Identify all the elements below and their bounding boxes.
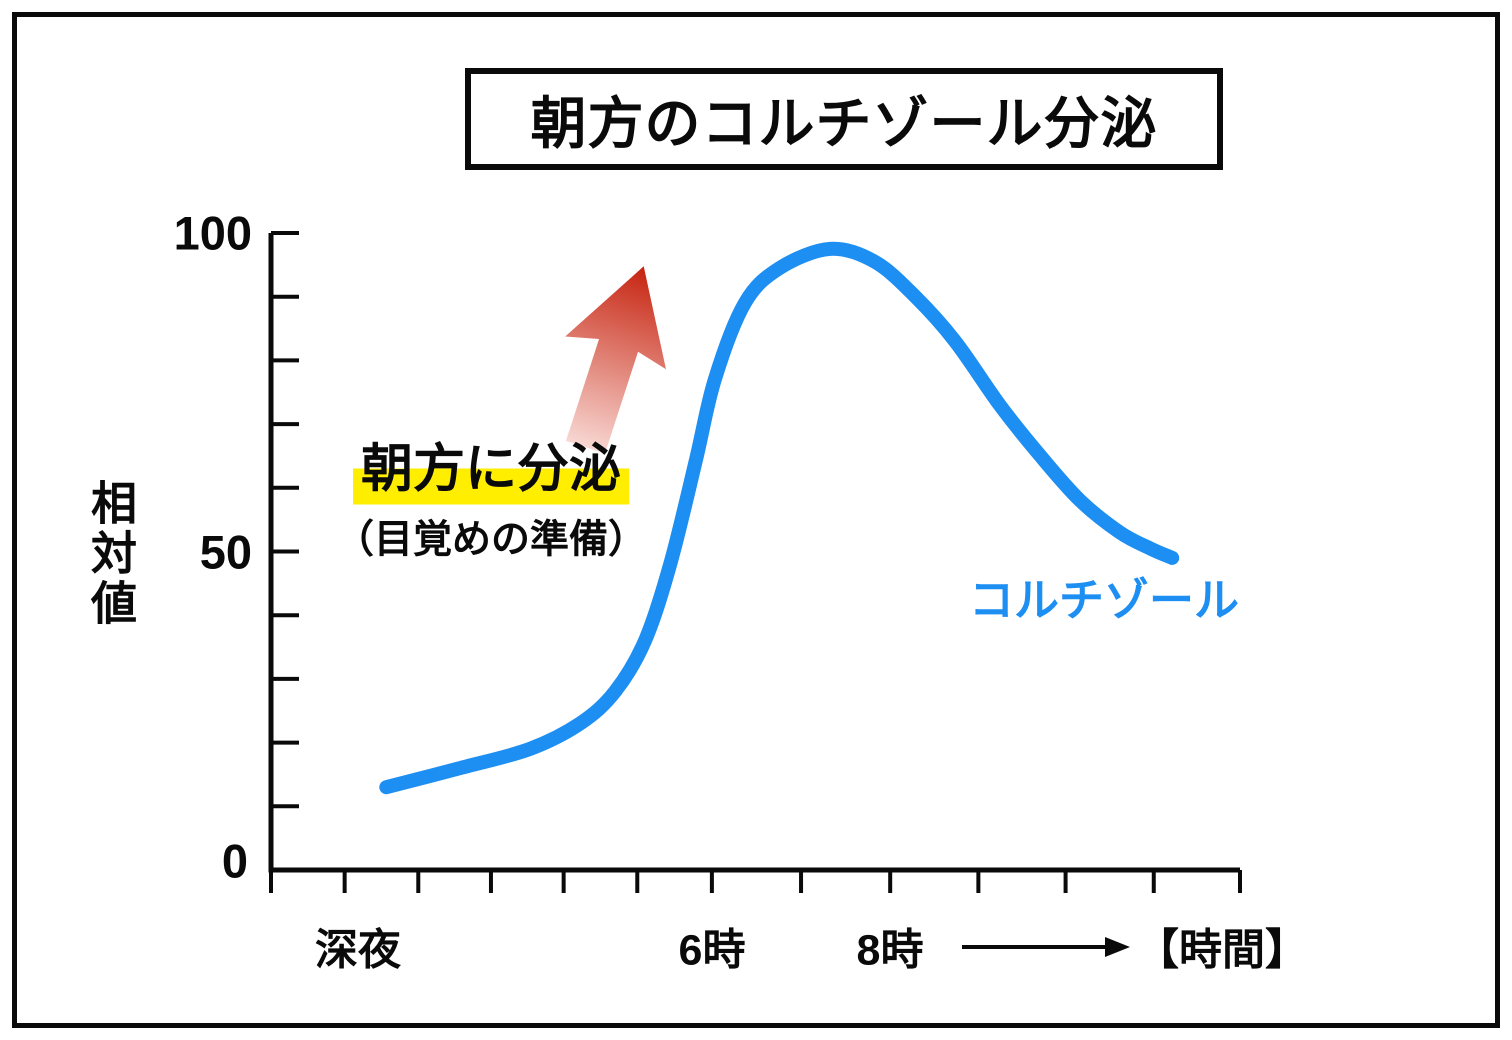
y-axis-title: 相対値	[85, 479, 137, 629]
annotation-morning-secretion: 朝方に分泌	[352, 441, 630, 505]
y-tick-label-50: 50	[199, 525, 252, 579]
chart-title-box: 朝方のコルチゾール分泌	[465, 68, 1223, 170]
x-label-6h: 6時	[678, 926, 746, 975]
cortisol-curve	[379, 241, 1180, 795]
outer-border	[12, 12, 1500, 1028]
annotation-wakeup-preparation: （目覚めの準備）	[334, 518, 648, 562]
chart-title: 朝方のコルチゾール分泌	[530, 91, 1158, 155]
rise-arrow-icon	[565, 266, 666, 454]
time-direction-arrow-icon	[962, 937, 1130, 957]
x-label-midnight: 深夜	[315, 926, 401, 975]
y-tick-label-100: 100	[173, 206, 252, 260]
y-tick-label-0: 0	[221, 834, 248, 888]
axes	[268, 231, 1242, 893]
series-label-cortisol: コルチゾール	[968, 574, 1240, 626]
x-axis-unit-label: 【時間】	[1136, 926, 1308, 975]
x-label-8h: 8時	[856, 926, 924, 975]
